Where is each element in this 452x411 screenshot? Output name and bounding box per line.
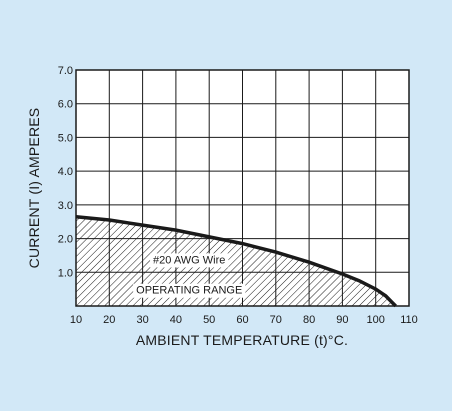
x-tick-label: 10 <box>70 314 82 326</box>
y-tick-label: 7.0 <box>58 65 73 77</box>
annotation-background <box>133 283 246 298</box>
x-tick-label: 80 <box>303 314 315 326</box>
x-axis-title: AMBIENT TEMPERATURE (t)°C. <box>136 332 348 348</box>
annotation-label: OPERATING RANGE <box>136 285 242 297</box>
y-tick-label: 3.0 <box>58 200 73 212</box>
x-axis-ticks: 10 20 30 40 50 60 70 80 90 100 110 <box>70 314 418 326</box>
x-tick-label: 50 <box>203 314 215 326</box>
y-tick-label: 1.0 <box>58 267 73 279</box>
x-tick-label: 60 <box>236 314 248 326</box>
y-axis-ticks: 1.0 2.0 3.0 4.0 5.0 6.0 7.0 <box>58 65 73 279</box>
y-tick-label: 6.0 <box>58 99 73 111</box>
y-tick-label: 4.0 <box>58 166 73 178</box>
x-tick-label: 90 <box>336 314 348 326</box>
annotation-background <box>150 253 229 268</box>
x-tick-label: 70 <box>270 314 282 326</box>
operating-range-area <box>76 216 396 306</box>
x-tick-label: 20 <box>103 314 115 326</box>
x-tick-label: 40 <box>170 314 182 326</box>
current-limit-curve <box>75 214 397 308</box>
x-tick-label: 100 <box>367 314 385 326</box>
y-tick-label: 2.0 <box>58 234 73 246</box>
plot-border <box>75 69 410 307</box>
y-axis-title: CURRENT (I) AMPERES <box>26 108 42 269</box>
x-tick-label: 30 <box>136 314 148 326</box>
x-tick-label: 110 <box>400 314 418 326</box>
y-tick-label: 5.0 <box>58 132 73 144</box>
annotation-label: #20 AWG Wire <box>153 254 225 266</box>
